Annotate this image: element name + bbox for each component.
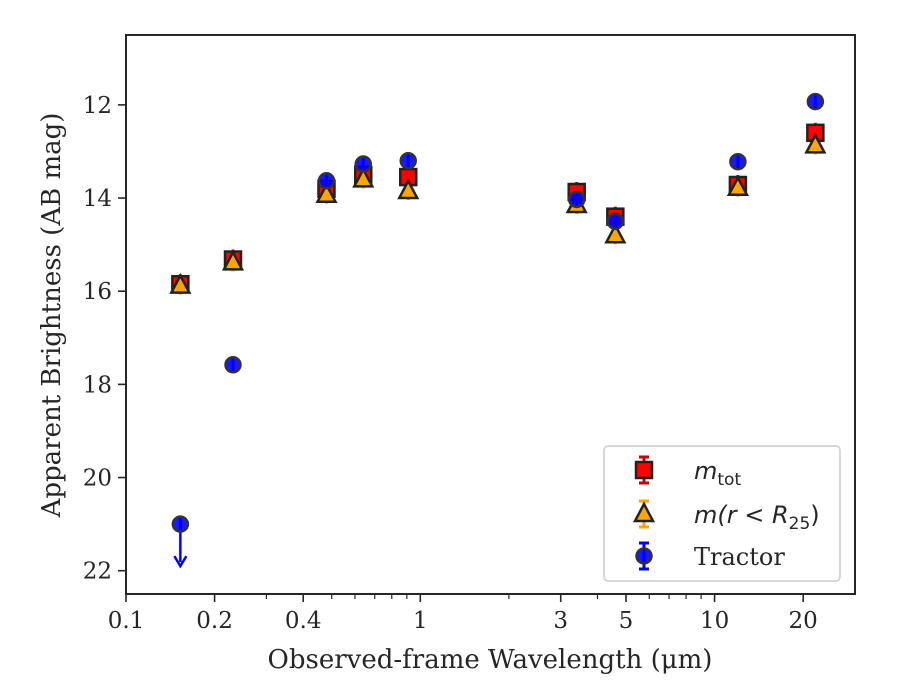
data-point [729, 152, 747, 171]
legend: mtot m(r < R25) Tractor [603, 445, 841, 582]
data-point [567, 190, 586, 209]
data-point [317, 172, 336, 190]
data-point [169, 272, 192, 295]
data-point [399, 152, 417, 170]
upper-limit-arrowhead [173, 555, 188, 569]
y-tick-label: 20 [83, 466, 112, 492]
data-point [804, 132, 827, 155]
x-tick-label: 0.4 [285, 608, 322, 634]
legend-marker [635, 547, 653, 565]
x-tick-label: 0.2 [196, 608, 233, 634]
x-tick-label: 20 [789, 608, 818, 634]
x-tick-label: 10 [700, 608, 729, 634]
y-tick-label: 12 [83, 93, 112, 119]
series-circle [171, 92, 825, 569]
data-point [352, 166, 375, 189]
x-axis-title: Observed-frame Wavelength (μm) [268, 645, 713, 675]
x-tick-label: 5 [619, 608, 634, 634]
data-point [606, 212, 625, 231]
legend-marker [634, 460, 654, 480]
legend-label: m(r < R25) [694, 501, 820, 534]
x-tick-label: 3 [553, 608, 568, 634]
legend-entry: Tractor [635, 541, 785, 571]
data-point [806, 92, 825, 111]
data-point [726, 175, 749, 197]
axes: 0.1 0.2 0.4 1 3 5 10 20 12 14 16 18 20 22 [83, 34, 856, 634]
legend-label: Tractor [694, 543, 785, 571]
y-tick-label: 16 [83, 279, 112, 305]
legend-marker [632, 501, 656, 523]
x-tick-label: 0.1 [108, 608, 145, 634]
data-point [171, 515, 190, 533]
plot-frame [125, 34, 856, 595]
series-square [171, 122, 825, 295]
data-point [221, 249, 245, 272]
legend-label: mtot [694, 457, 741, 490]
x-tick-label: 1 [413, 608, 428, 634]
y-tick-label: 18 [83, 372, 112, 398]
y-axis-title: Apparent Brightness (AB mag) [37, 113, 67, 519]
y-tick-label: 22 [83, 559, 112, 585]
y-tick-label: 14 [83, 186, 112, 212]
plot-area [169, 92, 827, 569]
legend-box [603, 445, 841, 582]
data-point [224, 356, 242, 374]
series-triangle [169, 132, 827, 295]
legend-entry: m(r < R25) [632, 499, 820, 534]
legend-entry: mtot [634, 455, 741, 490]
data-point [397, 178, 420, 201]
data-point [354, 155, 373, 173]
